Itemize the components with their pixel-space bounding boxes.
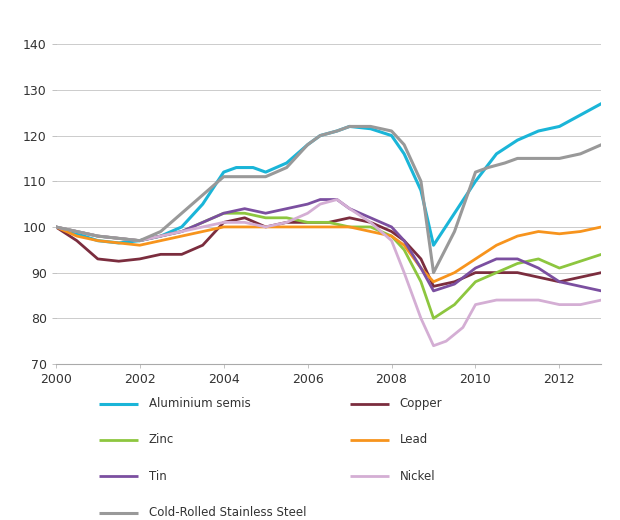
Text: Nickel: Nickel bbox=[399, 470, 435, 483]
Text: LME market base metal demand trend 2000-13 (indexed): LME market base metal demand trend 2000-… bbox=[9, 14, 483, 29]
Text: Lead: Lead bbox=[399, 433, 428, 446]
Text: Zinc: Zinc bbox=[149, 433, 174, 446]
Text: Aluminium semis: Aluminium semis bbox=[149, 397, 250, 410]
Text: Copper: Copper bbox=[399, 397, 442, 410]
Text: Tin: Tin bbox=[149, 470, 166, 483]
Text: Cold-Rolled Stainless Steel: Cold-Rolled Stainless Steel bbox=[149, 506, 306, 519]
